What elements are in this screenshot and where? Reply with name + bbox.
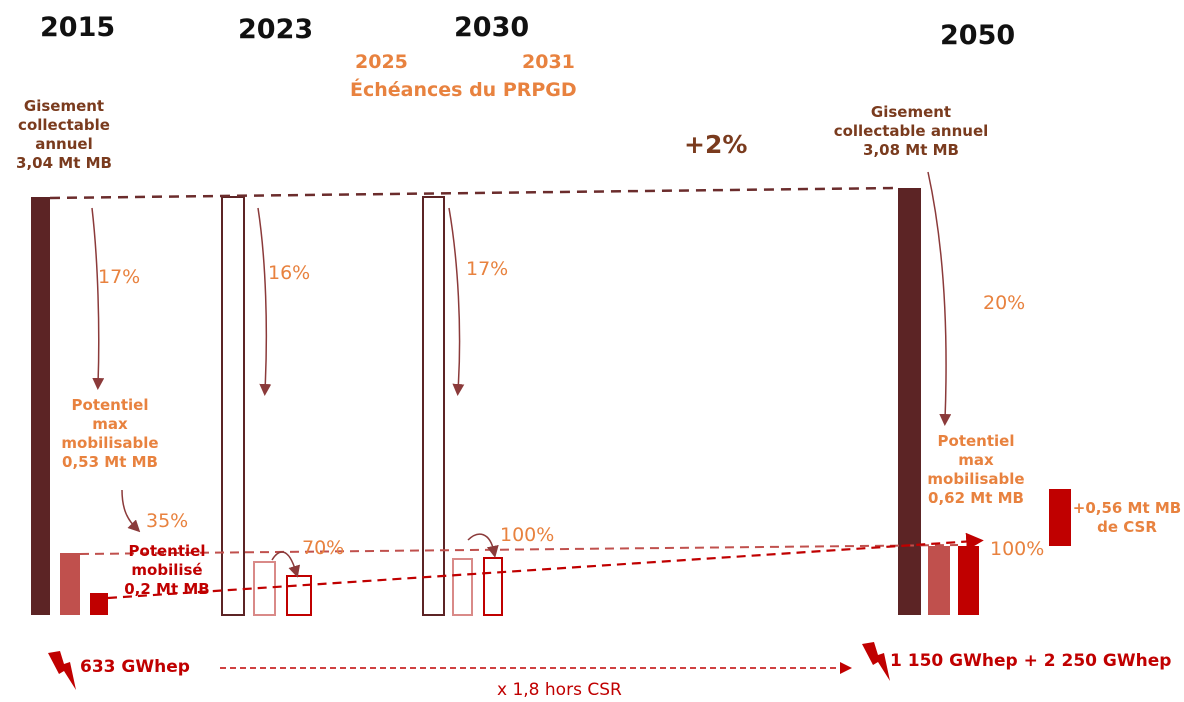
trend-gisement: [49, 186, 899, 200]
bar-2023-potentiel: [253, 561, 276, 616]
mobilise-2015-label: Potentiel mobilisé 0,2 Mt MB: [124, 542, 210, 598]
year-2015: 2015: [40, 12, 116, 43]
energy-2050: 1 150 GWhep + 2 250 GWhep: [890, 651, 1172, 671]
prpgd-year-2: 2031: [522, 51, 575, 73]
bar-2023-mobilise: [286, 575, 312, 616]
rate-2023: 70%: [302, 537, 345, 559]
share-2030: 17%: [466, 258, 509, 280]
bar-2050-potentiel: [928, 546, 950, 615]
arrow-2023-share: [257, 207, 272, 396]
energy-factor: x 1,8 hors CSR: [497, 680, 622, 700]
prpgd-year-1: 2025: [355, 51, 408, 73]
share-2023: 16%: [268, 262, 311, 284]
bar-2015-gisement: [31, 197, 50, 615]
potentiel-2050-label: Potentiel max mobilisable 0,62 Mt MB: [927, 432, 1025, 507]
rate-2015: 35%: [146, 510, 189, 532]
gisement-2015-label: Gisement collectable annuel 3,04 Mt MB: [16, 97, 112, 172]
bar-2030-potentiel: [452, 558, 473, 616]
rate-2030: 100%: [500, 524, 555, 546]
arrow-2030-rate: [467, 533, 499, 558]
arrow-2023-rate: [271, 551, 301, 578]
csr-label: +0,56 Mt MB de CSR: [1072, 499, 1182, 536]
bar-2030-gisement: [422, 196, 445, 616]
arrow-2030-share: [448, 207, 465, 396]
year-2030: 2030: [454, 12, 530, 43]
share-2015: 17%: [98, 266, 141, 288]
lightning-icon-2050: [862, 642, 890, 681]
bar-2050-csr: [1049, 489, 1071, 546]
arrow-2050-share: [927, 171, 952, 426]
trend-potentiel: [79, 544, 959, 555]
bar-2015-mobilise: [90, 593, 108, 615]
potentiel-2015-label: Potentiel max mobilisable 0,53 Mt MB: [61, 396, 159, 471]
gisement-2050-label: Gisement collectable annuel 3,08 Mt MB: [833, 103, 989, 159]
bar-2023-gisement: [221, 196, 245, 616]
bar-2030-mobilise: [483, 557, 503, 616]
trend-mobilise: [107, 532, 984, 600]
bar-2015-potentiel: [60, 553, 80, 615]
growth-label: +2%: [684, 130, 748, 159]
bar-2050-mobilise: [958, 546, 979, 615]
energy-2015: 633 GWhep: [80, 657, 190, 677]
arrow-2015-share: [91, 207, 105, 390]
rate-2050: 100%: [990, 538, 1045, 560]
share-2050: 20%: [983, 292, 1026, 314]
bar-2050-gisement: [898, 188, 921, 615]
prpgd-label: Échéances du PRPGD: [350, 79, 577, 101]
year-2050: 2050: [940, 20, 1016, 51]
lightning-icon-2015: [48, 651, 76, 690]
year-2023: 2023: [238, 14, 314, 45]
arrow-2015-rate: [121, 489, 141, 533]
